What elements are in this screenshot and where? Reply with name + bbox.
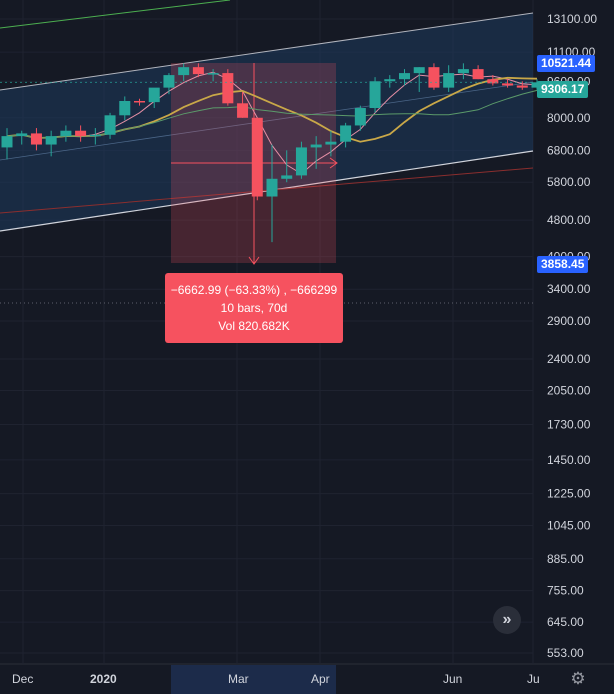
price-tick-label: 2400.00 [547,352,591,366]
candle-body [89,134,101,137]
candle-body [369,81,381,109]
price-tick-label: 5800.00 [547,175,591,189]
candle-body [487,79,499,84]
candle-body [237,103,249,118]
price-tick-label: 2900.00 [547,314,591,328]
price-tick-label: 13100.00 [547,12,597,26]
price-tick-label: 8000.00 [547,111,591,125]
price-tick-label: 1045.00 [547,519,591,533]
candle-body [457,69,469,74]
channel-upper-line [0,12,534,91]
candle-body [354,108,366,126]
price-tick-label: 2050.00 [547,384,591,398]
time-tick-label: 2020 [90,672,117,686]
candle-body [310,144,322,148]
candle-body [384,79,396,82]
channel-mid-line [0,81,534,161]
candle-body [251,117,263,197]
candle-body [134,100,145,103]
green-trend-line [0,0,231,29]
gear-icon[interactable]: ⚙ [570,669,586,688]
measure-volume-text: Vol 820.682K [218,319,290,333]
price-tick-label: 553.00 [547,646,584,660]
candle-body [516,85,528,88]
candle-body [428,67,440,88]
price-tick-label: 4800.00 [547,213,591,227]
price-tick-label: 1730.00 [547,418,591,432]
candle-body [16,133,28,137]
measure-bars-text: 10 bars, 70d [220,301,288,315]
candle-body [443,73,455,88]
price-tick-label: 885.00 [547,552,584,566]
time-tick-label: Dec [12,672,33,686]
price-range-measure-label: −6662.99 (−63.33%) , −666299 10 bars, 70… [165,273,343,343]
double-chevron-right-icon[interactable]: » [493,606,521,634]
price-tag-last: 9306.17 [537,81,589,98]
price-range-arrow-down [248,256,260,265]
candle-body [281,175,293,179]
candle-body [163,75,175,88]
price-tick-label: 1450.00 [547,453,591,467]
candle-body [75,130,87,137]
candle-body [45,136,57,145]
time-tick-label: Ju [527,672,540,686]
time-tick-label: Jun [443,672,462,686]
candle-body [340,125,352,142]
candle-body [325,141,337,145]
time-tick-label: Mar [228,672,249,686]
candle-body [502,83,514,86]
candle-body [104,115,116,135]
candle-body [192,67,204,75]
time-range-highlight [171,665,336,694]
parallel-channel-fill [0,13,533,231]
time-tick-label: Apr [311,672,330,686]
price-tick-label: 645.00 [547,615,584,629]
candle-body [1,136,13,148]
candle-body [60,130,72,137]
candle-body [30,133,42,145]
candle-body [178,67,190,76]
candle-body [413,67,425,74]
candle-body [295,147,307,176]
candle-body [399,73,410,80]
price-tick-label: 6800.00 [547,143,591,157]
candle-body [207,73,219,75]
measure-change-text: −6662.99 (−63.33%) , −666299 [170,283,338,297]
price-tag-lower: 3858.45 [537,256,589,273]
candle-body [266,178,278,197]
candle-body [148,87,160,103]
candle-body [222,73,234,104]
price-axis-pane [533,0,614,664]
price-range-arrow-right [329,157,338,169]
candle-body [119,100,131,116]
price-tick-label: 1225.00 [547,487,591,501]
candle-body [472,69,484,80]
price-tag-upper: 10521.44 [537,55,596,72]
price-tick-label: 755.00 [547,584,584,598]
price-tick-label: 3400.00 [547,282,591,296]
